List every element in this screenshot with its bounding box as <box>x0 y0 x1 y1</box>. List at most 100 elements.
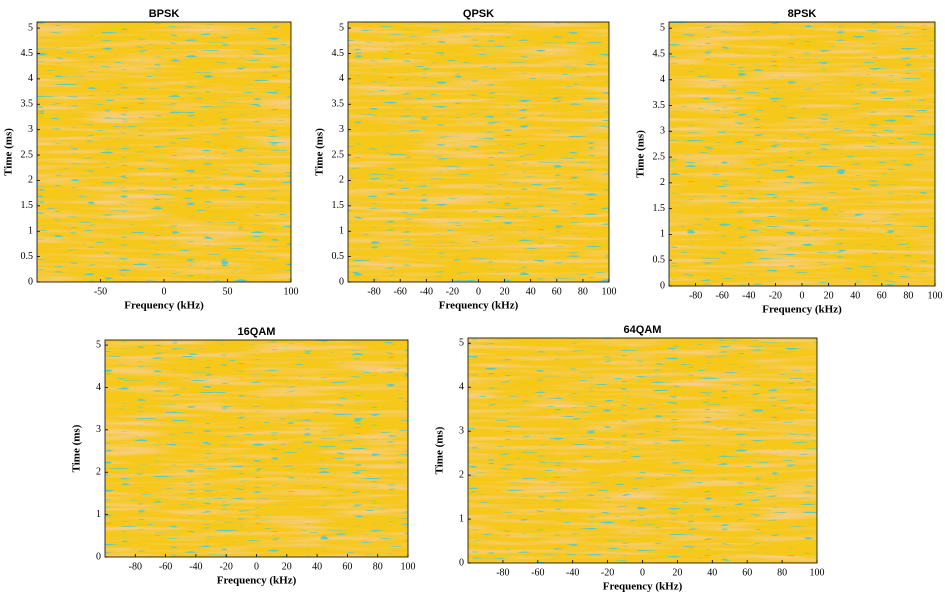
y-tick-label: 1 <box>459 513 464 524</box>
x-tick-label: 100 <box>810 567 825 578</box>
x-tick-label: 20 <box>500 286 510 297</box>
y-axis-label: Time (ms) <box>434 426 446 474</box>
x-tick-label: 20 <box>282 561 292 572</box>
y-tick-label: 1 <box>660 229 665 240</box>
y-tick-label: 2.5 <box>653 151 666 162</box>
x-tick-label: 0 <box>162 286 167 297</box>
y-tick-label: 1 <box>96 509 101 520</box>
chart-title: 16QAM <box>238 326 276 338</box>
x-tick-label: -20 <box>601 567 614 578</box>
x-tick-label: 100 <box>928 290 943 301</box>
x-tick-label: 80 <box>373 561 383 572</box>
chart-title: 64QAM <box>624 324 662 336</box>
y-tick-label: 1.5 <box>21 200 34 211</box>
x-tick-label: 0 <box>800 290 805 301</box>
x-axis-label: Frequency (kHz) <box>762 304 842 316</box>
y-tick-label: 3.5 <box>653 100 666 111</box>
x-tick-label: 40 <box>312 561 322 572</box>
y-tick-label: 1.5 <box>653 203 666 214</box>
x-tick-label: -40 <box>742 290 755 301</box>
y-tick-label: 4 <box>28 73 33 84</box>
panel: -50 0 50 100 0 0.5 1 1.5 2 2.5 3 3.5 4 4.5 5 BPSK Freque… <box>3 8 299 312</box>
x-tick-label: -80 <box>496 567 509 578</box>
y-tick-label: 2 <box>339 175 344 186</box>
x-tick-label: 100 <box>602 286 617 297</box>
y-tick-label: 0 <box>96 551 101 562</box>
y-tick-label: 5 <box>459 338 464 349</box>
x-tick-label: -60 <box>716 290 729 301</box>
x-tick-label: 40 <box>526 286 536 297</box>
x-axis-label: Frequency (kHz) <box>439 300 519 312</box>
x-tick-label: -40 <box>189 561 202 572</box>
chart-title: QPSK <box>463 8 494 20</box>
y-tick-label: 3 <box>459 425 464 436</box>
y-axis-label: Time (ms) <box>3 128 15 176</box>
x-tick-label: 20 <box>824 290 834 301</box>
y-tick-label: 3 <box>660 126 665 137</box>
spectrogram-spots <box>468 338 817 563</box>
y-tick-label: 2 <box>660 177 665 188</box>
x-tick-label: 40 <box>850 290 860 301</box>
x-tick-label: -40 <box>420 286 433 297</box>
y-tick-label: 1 <box>28 226 33 237</box>
x-tick-label: -50 <box>94 286 107 297</box>
spectrogram-spots <box>105 340 408 557</box>
y-tick-label: 0 <box>28 276 33 287</box>
x-tick-label: 20 <box>672 567 682 578</box>
y-tick-label: 3 <box>96 424 101 435</box>
x-tick-label: 100 <box>284 286 299 297</box>
x-tick-label: 40 <box>707 567 717 578</box>
y-tick-label: 4 <box>660 74 665 85</box>
y-tick-label: 4 <box>339 73 344 84</box>
panel: -80 -60 -40 -20 0 20 40 60 80 100 0 1 2 3 4 5 16QAM Frequ… <box>71 326 416 587</box>
y-tick-label: 0.5 <box>653 255 666 266</box>
y-tick-label: 2 <box>96 467 101 478</box>
y-tick-label: 0 <box>459 557 464 568</box>
x-tick-label: 100 <box>401 561 416 572</box>
x-tick-label: -40 <box>566 567 579 578</box>
x-tick-label: 60 <box>877 290 887 301</box>
y-tick-label: 4 <box>459 382 464 393</box>
y-tick-label: 3 <box>28 124 33 135</box>
y-tick-label: 0 <box>339 276 344 287</box>
y-tick-label: 0.5 <box>332 251 345 262</box>
x-axis-label: Frequency (kHz) <box>124 300 204 312</box>
y-tick-label: 3.5 <box>21 99 34 110</box>
x-tick-label: -60 <box>159 561 172 572</box>
spectrogram-spots <box>348 22 609 282</box>
x-tick-label: 0 <box>476 286 481 297</box>
x-tick-label: 80 <box>903 290 913 301</box>
panel: -80 -60 -40 -20 0 20 40 60 80 100 0 0.5 1 1.5 2 2.5 3 3.5… <box>314 8 617 312</box>
y-tick-label: 4.5 <box>332 48 345 59</box>
x-tick-label: -80 <box>367 286 380 297</box>
x-tick-label: 60 <box>552 286 562 297</box>
y-tick-label: 4.5 <box>653 48 666 59</box>
x-tick-label: 80 <box>777 567 787 578</box>
y-tick-label: 1 <box>339 226 344 237</box>
x-tick-label: -80 <box>689 290 702 301</box>
y-tick-label: 3 <box>339 124 344 135</box>
x-axis-label: Frequency (kHz) <box>217 575 297 587</box>
x-tick-label: 0 <box>254 561 259 572</box>
y-tick-label: 0.5 <box>21 251 34 262</box>
y-axis-label: Time (ms) <box>635 130 647 178</box>
x-tick-label: 60 <box>342 561 352 572</box>
x-tick-label: 80 <box>578 286 588 297</box>
y-tick-label: 3.5 <box>332 99 345 110</box>
y-tick-label: 5 <box>339 22 344 33</box>
y-tick-label: 1.5 <box>332 200 345 211</box>
x-tick-label: -20 <box>446 286 459 297</box>
spectrogram-spots <box>669 22 935 286</box>
panel: -80 -60 -40 -20 0 20 40 60 80 100 0 1 2 3 4 5 64QAM Frequ… <box>434 324 825 593</box>
y-tick-label: 4.5 <box>21 48 34 59</box>
y-axis-label: Time (ms) <box>71 424 83 472</box>
x-tick-label: -20 <box>220 561 233 572</box>
y-axis-label: Time (ms) <box>314 128 326 176</box>
y-tick-label: 5 <box>28 22 33 33</box>
x-tick-label: 60 <box>742 567 752 578</box>
y-tick-label: 2 <box>459 469 464 480</box>
y-tick-label: 5 <box>660 22 665 33</box>
y-tick-label: 2 <box>28 175 33 186</box>
chart-title: 8PSK <box>788 8 817 20</box>
